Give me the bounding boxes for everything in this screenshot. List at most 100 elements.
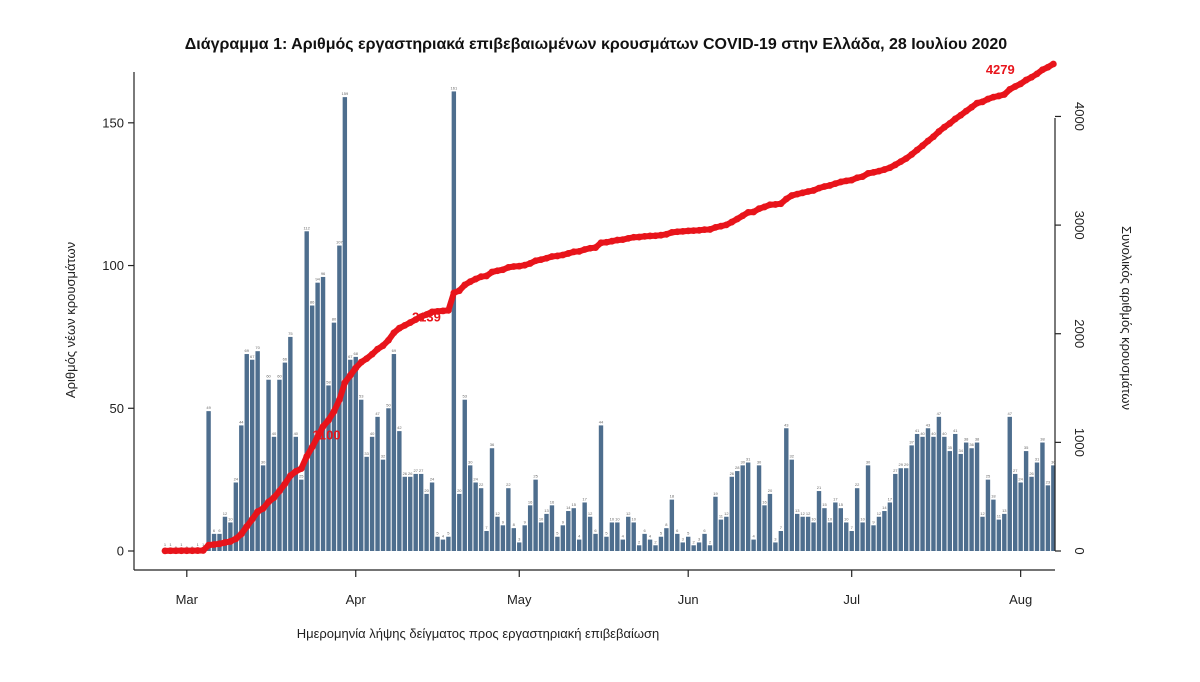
cumulative-point — [445, 306, 452, 314]
bar-value-label: 12 — [724, 511, 729, 516]
bar-value-label: 29 — [904, 462, 909, 467]
bar-value-label: 4 — [649, 534, 652, 539]
daily-case-bar — [811, 522, 816, 551]
cumulative-point — [935, 128, 943, 135]
cumulative-point — [744, 208, 752, 216]
bar-value-label: 6 — [676, 528, 679, 533]
cumulative-point — [521, 261, 529, 269]
bar-value-label: 107 — [336, 240, 343, 245]
bar-value-label: 9 — [562, 519, 565, 524]
bar-value-label: 20 — [768, 488, 773, 493]
daily-case-bar — [675, 533, 680, 551]
cumulative-point — [325, 416, 332, 424]
bar-value-label: 60 — [277, 374, 282, 379]
bar-value-label: 10 — [828, 516, 833, 521]
bar-value-label: 7 — [780, 525, 783, 530]
cumulative-point — [815, 184, 823, 192]
cumulative-point — [652, 232, 659, 240]
daily-case-bar — [778, 531, 784, 551]
cumulative-point — [494, 267, 501, 275]
cumulative-point — [483, 272, 490, 280]
cumulative-point — [842, 177, 850, 185]
cumulative-point — [973, 99, 981, 107]
cumulative-point — [733, 215, 741, 223]
cumulative-point — [417, 313, 425, 321]
daily-case-bar — [408, 476, 413, 551]
cumulative-point — [984, 95, 992, 103]
daily-case-bar — [429, 482, 435, 551]
daily-case-bar — [724, 516, 729, 551]
cumulative-point — [870, 169, 877, 176]
daily-case-bar — [446, 536, 451, 551]
cumulative-series — [161, 60, 1057, 555]
daily-case-bar — [838, 508, 843, 551]
daily-case-bar — [991, 499, 996, 551]
daily-case-bar — [418, 473, 424, 551]
daily-case-bar — [391, 354, 397, 551]
cumulative-point — [608, 237, 616, 245]
daily-case-bar — [1023, 451, 1029, 551]
bar-value-label: 26 — [730, 471, 735, 476]
bar-value-label: 6 — [643, 528, 646, 533]
bar-value-label: 30 — [261, 459, 266, 464]
daily-case-bar — [1045, 485, 1051, 551]
cumulative-point — [428, 308, 436, 316]
daily-case-bar — [898, 468, 903, 551]
cumulative-point — [395, 324, 403, 332]
bar-value-label: 5 — [556, 531, 559, 536]
cumulative-point — [526, 260, 534, 267]
bar-value-label: 16 — [528, 499, 533, 504]
daily-case-bar — [495, 516, 500, 551]
bar-value-label: 30 — [757, 459, 762, 464]
cumulative-point — [728, 218, 736, 226]
cumulative-point — [243, 523, 251, 530]
bar-value-label: 31 — [746, 457, 751, 462]
cumulative-point — [739, 212, 747, 220]
daily-case-bar — [549, 505, 555, 551]
daily-case-bar — [680, 542, 685, 551]
cumulative-point — [172, 547, 180, 555]
y-axis-left-label: Αριθμός νέων κρουσμάτων — [63, 242, 78, 398]
bar-value-label: 16 — [762, 499, 767, 504]
bar-value-label: 70 — [255, 345, 260, 350]
cumulative-point — [270, 494, 278, 501]
bar-value-label: 20 — [424, 488, 429, 493]
bar-value-label: 86 — [310, 300, 315, 305]
cumulative-point — [292, 467, 300, 475]
daily-case-bar — [931, 436, 936, 551]
right-tick-label: 0 — [1072, 547, 1087, 554]
daily-case-bar — [1013, 473, 1018, 551]
daily-case-bar — [865, 465, 871, 551]
daily-case-bar — [729, 476, 734, 551]
daily-case-bar — [331, 322, 337, 551]
bar-value-label: 41 — [953, 428, 958, 433]
cumulative-point — [951, 115, 959, 123]
daily-case-bar — [969, 448, 974, 551]
daily-case-bar — [538, 522, 544, 551]
cumulative-point — [352, 364, 360, 372]
bar-value-label: 40 — [370, 431, 375, 436]
daily-case-bar — [822, 508, 827, 551]
cumulative-point — [515, 262, 523, 270]
cumulative-point — [695, 226, 703, 234]
cumulative-point — [161, 547, 169, 555]
bar-value-label: 44 — [239, 419, 244, 424]
bar-value-label: 40 — [920, 431, 925, 436]
bar-value-label: 10 — [615, 516, 620, 521]
cumulative-point — [750, 208, 757, 216]
daily-case-bar — [958, 453, 963, 551]
bar-value-label: 60 — [266, 374, 271, 379]
cumulative-point — [706, 226, 714, 233]
cumulative-point — [919, 142, 926, 150]
cumulative-point — [254, 508, 262, 516]
daily-case-bar — [533, 479, 538, 551]
daily-cases-bars — [162, 91, 1056, 552]
bar-value-label: 24 — [473, 476, 478, 481]
cumulative-point — [276, 487, 283, 495]
cumulative-point — [319, 423, 327, 430]
bar-value-labels: 1101001149661210244469677030604060667540… — [164, 85, 1056, 550]
bar-value-label: 5 — [447, 531, 450, 536]
cumulative-point — [194, 547, 202, 554]
bar-value-label: 1 — [180, 542, 183, 547]
cumulative-point — [864, 169, 872, 177]
